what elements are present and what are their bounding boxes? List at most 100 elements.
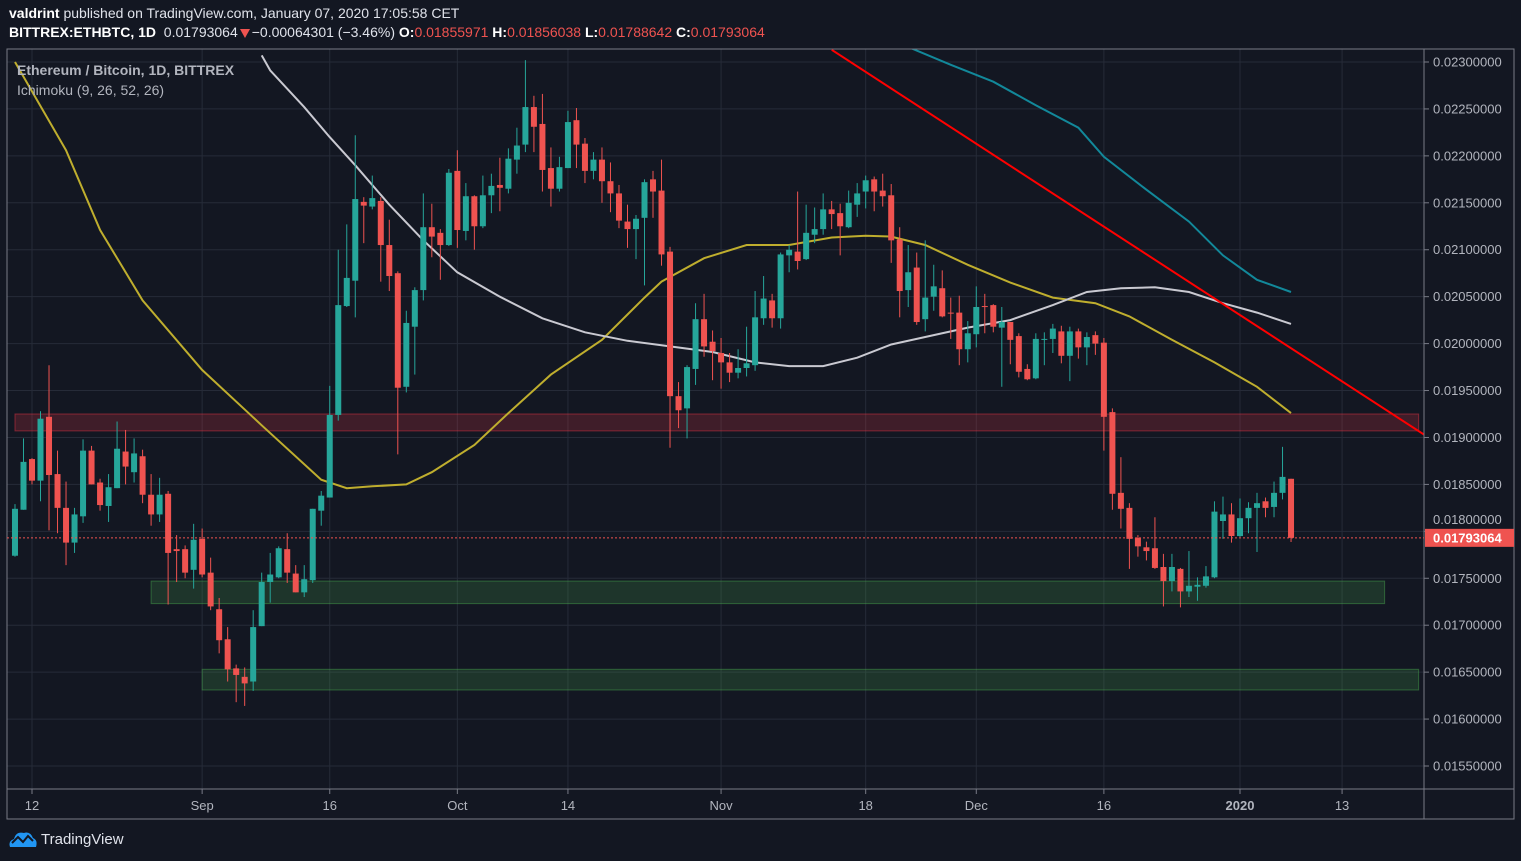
candle[interactable] (496, 157, 503, 212)
candle[interactable] (165, 490, 172, 605)
indicator-line[interactable] (14, 61, 1292, 490)
candle[interactable] (998, 306, 1005, 387)
candle[interactable] (547, 147, 554, 207)
candle[interactable] (1236, 498, 1243, 537)
candle[interactable] (343, 224, 350, 307)
candle[interactable] (1185, 551, 1192, 598)
footer-brand[interactable]: TradingView (8, 829, 124, 849)
candle[interactable] (445, 169, 452, 246)
candle[interactable] (335, 249, 342, 421)
candle[interactable] (1288, 478, 1295, 542)
candle[interactable] (598, 147, 605, 203)
candle[interactable] (437, 229, 444, 280)
candle[interactable] (105, 474, 112, 522)
candle[interactable] (811, 207, 818, 244)
candle[interactable] (488, 173, 495, 214)
candle[interactable] (905, 245, 912, 307)
candle[interactable] (1211, 501, 1218, 579)
candle[interactable] (1075, 328, 1082, 359)
candle[interactable] (360, 197, 367, 244)
candle[interactable] (250, 610, 257, 691)
candle[interactable] (786, 245, 793, 273)
candle[interactable] (386, 219, 393, 292)
candle[interactable] (284, 533, 291, 583)
candle[interactable] (539, 93, 546, 192)
candle[interactable] (564, 110, 571, 169)
candle[interactable] (1100, 337, 1107, 451)
candle[interactable] (667, 246, 674, 448)
candle[interactable] (1143, 541, 1150, 561)
candle[interactable] (1202, 566, 1209, 588)
candle[interactable] (1083, 332, 1090, 366)
candle[interactable] (641, 179, 648, 286)
candle[interactable] (981, 293, 988, 334)
indicator-line[interactable] (260, 54, 1292, 368)
candle[interactable] (760, 276, 767, 325)
candle[interactable] (752, 291, 759, 371)
candle[interactable] (428, 203, 435, 258)
candle[interactable] (769, 293, 776, 328)
candle[interactable] (615, 184, 622, 229)
candle[interactable] (939, 270, 946, 318)
candle[interactable] (794, 191, 801, 270)
candle[interactable] (1194, 577, 1201, 601)
candle[interactable] (1024, 364, 1031, 381)
candle[interactable] (1041, 332, 1048, 366)
candle[interactable] (131, 438, 138, 483)
legend-indicator[interactable]: Ichimoku (9, 26, 52, 26) (17, 82, 165, 98)
indicator-line[interactable] (908, 47, 1292, 293)
candle[interactable] (990, 304, 997, 333)
support-resistance-zone[interactable] (150, 580, 1386, 605)
candle[interactable] (80, 439, 87, 523)
candle[interactable] (828, 200, 835, 230)
candle[interactable] (820, 193, 827, 235)
candle[interactable] (896, 227, 903, 318)
candle[interactable] (590, 152, 597, 180)
candle[interactable] (1262, 497, 1269, 518)
candle[interactable] (718, 337, 725, 389)
candle[interactable] (845, 190, 852, 229)
candle[interactable] (505, 148, 512, 194)
candle[interactable] (1058, 325, 1065, 364)
candle[interactable] (258, 572, 265, 627)
candle[interactable] (777, 252, 784, 329)
candle[interactable] (139, 449, 146, 504)
candle[interactable] (743, 326, 750, 377)
candle[interactable] (1279, 446, 1286, 500)
candle[interactable] (88, 445, 95, 485)
support-resistance-zone[interactable] (201, 668, 1420, 691)
candle[interactable] (403, 310, 410, 393)
candle[interactable] (394, 271, 401, 455)
candle[interactable] (20, 438, 27, 510)
candle[interactable] (292, 565, 299, 593)
candle[interactable] (1109, 408, 1116, 510)
candle[interactable] (1219, 496, 1226, 539)
candle[interactable] (1177, 567, 1184, 608)
candle[interactable] (675, 382, 682, 429)
candle[interactable] (888, 184, 895, 263)
candle[interactable] (63, 481, 70, 566)
candle[interactable] (54, 450, 61, 534)
candle[interactable] (1254, 492, 1261, 552)
candle[interactable] (684, 365, 691, 439)
candle[interactable] (97, 478, 104, 511)
candle[interactable] (11, 504, 18, 557)
candle[interactable] (1032, 333, 1039, 380)
candle[interactable] (1126, 503, 1133, 569)
candle[interactable] (199, 528, 206, 578)
candle[interactable] (1168, 553, 1175, 592)
candle[interactable] (148, 474, 155, 526)
candle[interactable] (71, 507, 78, 553)
candle[interactable] (1092, 331, 1099, 355)
candle[interactable] (1134, 535, 1141, 557)
candle[interactable] (1271, 481, 1278, 518)
candle[interactable] (29, 458, 35, 485)
candle[interactable] (803, 204, 810, 261)
candle[interactable] (1117, 457, 1124, 529)
candle[interactable] (173, 535, 180, 583)
candle[interactable] (224, 627, 231, 682)
candle[interactable] (462, 183, 469, 241)
candle[interactable] (701, 293, 708, 357)
candle[interactable] (556, 156, 563, 192)
